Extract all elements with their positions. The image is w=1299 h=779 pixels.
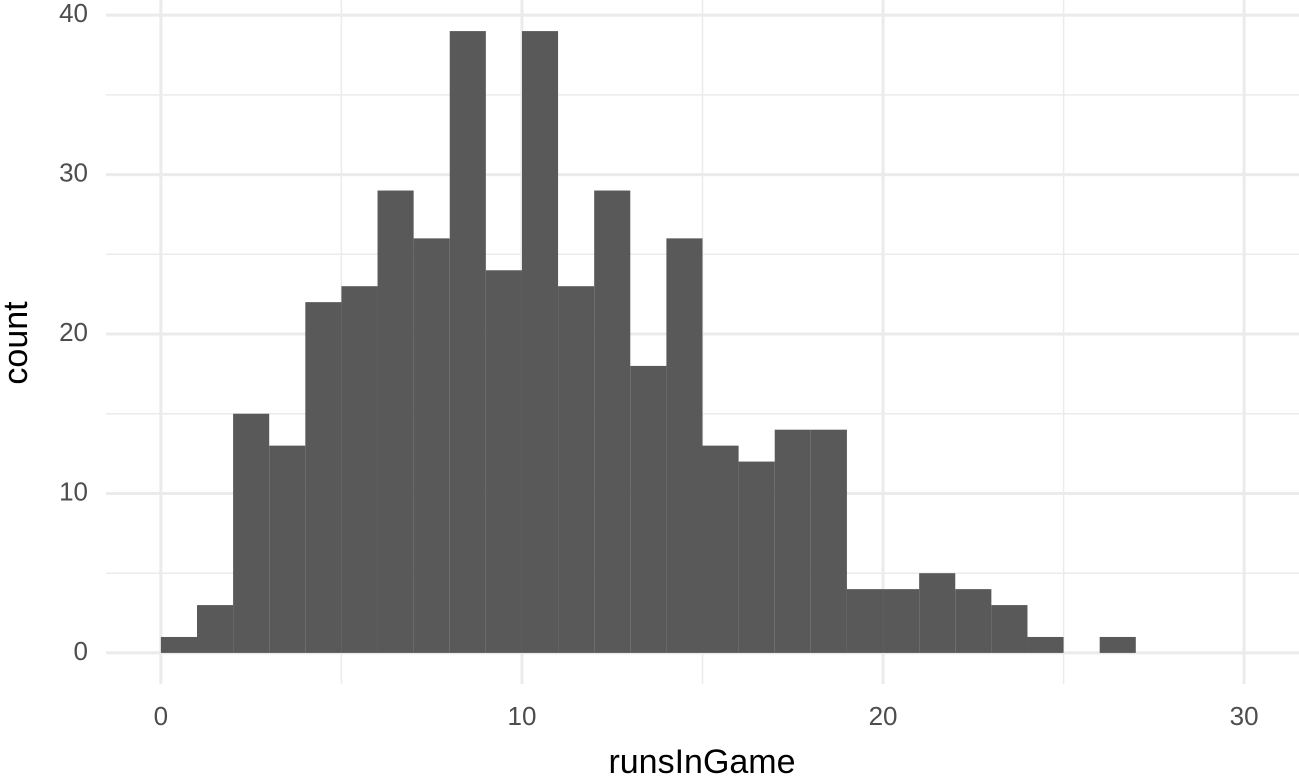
x-tick-label: 30 [1230, 701, 1259, 731]
y-tick-label: 40 [59, 0, 88, 28]
y-tick-label: 20 [59, 317, 88, 347]
bar [341, 286, 378, 653]
bar [666, 238, 703, 653]
bar [919, 573, 956, 653]
bar [558, 286, 595, 653]
bar [991, 605, 1028, 653]
bar [955, 589, 992, 653]
bar [305, 302, 342, 653]
bar [449, 31, 486, 653]
y-axis-title: count [0, 301, 35, 385]
x-axis-title: runsInGame [608, 743, 795, 779]
bar [810, 429, 847, 653]
x-tick-label: 20 [869, 701, 898, 731]
x-tick-label: 10 [508, 701, 537, 731]
x-tick-label: 0 [154, 701, 168, 731]
bar [233, 413, 270, 653]
bar [521, 31, 559, 653]
bar [160, 636, 197, 653]
bar [702, 445, 739, 653]
bar [1027, 636, 1064, 653]
bar [413, 238, 450, 653]
bar [269, 445, 306, 653]
bar [883, 589, 920, 653]
bar [377, 190, 414, 653]
bar [196, 605, 234, 653]
y-tick-label: 0 [74, 636, 88, 666]
bar [1099, 636, 1136, 653]
bar [630, 365, 667, 653]
bar [738, 461, 775, 653]
bar [846, 589, 884, 653]
bar [594, 190, 631, 653]
y-tick-label: 10 [59, 476, 88, 506]
bar [774, 429, 811, 653]
y-tick-label: 30 [59, 157, 88, 187]
bar [485, 270, 522, 653]
